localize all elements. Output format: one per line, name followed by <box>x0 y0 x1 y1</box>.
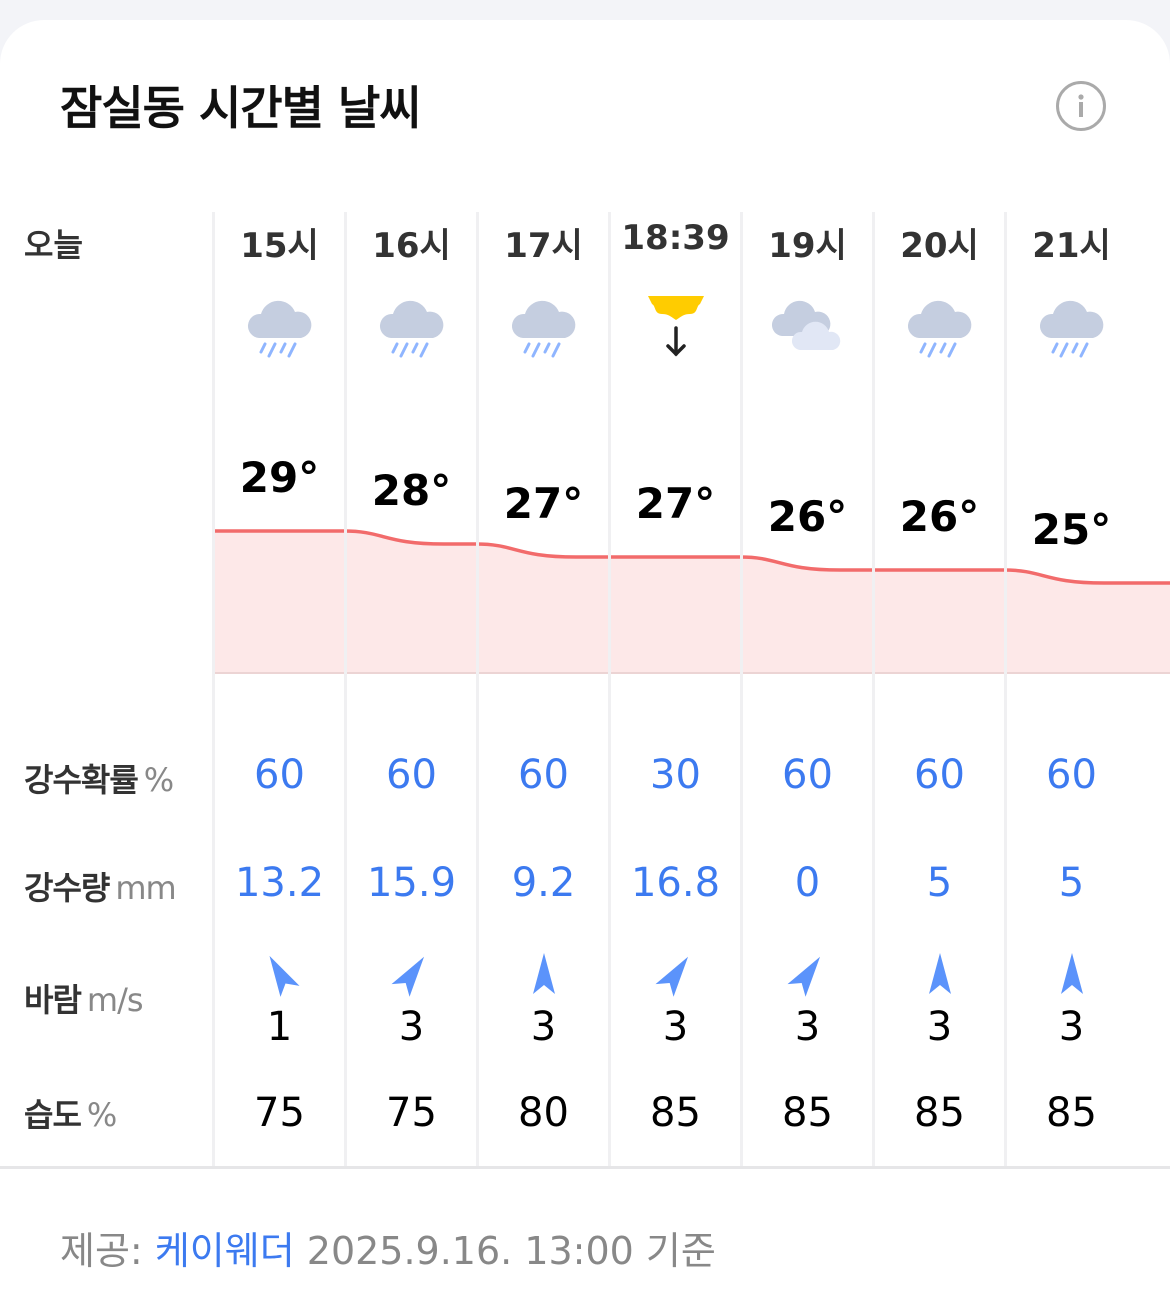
footer-source: 제공: 케이웨더 2025.9.16. 13:00 기준 <box>60 1229 716 1273</box>
hour-column[interactable]: 16시 28° 60 15.9 3 75 <box>344 212 476 1168</box>
temperature-line <box>212 529 1170 585</box>
humidity-value: 75 <box>386 1090 437 1136</box>
hour-label: 21시 <box>1032 226 1111 266</box>
hour-label: 15시 <box>240 226 319 266</box>
hour-column[interactable]: 20시 26° 60 5 3 85 <box>872 212 1004 1168</box>
temperature-label: 26° <box>767 492 848 541</box>
hour-column[interactable]: 17시 27° 60 9.2 3 80 <box>476 212 608 1168</box>
wind-direction-icon <box>743 950 872 998</box>
wind-speed-value: 3 <box>662 1004 689 1050</box>
precip-prob-value: 60 <box>782 752 833 798</box>
temperature-label: 26° <box>899 492 980 541</box>
wind-direction-icon <box>479 950 608 998</box>
rain-icon <box>1007 290 1136 370</box>
humidity-value: 85 <box>650 1090 701 1136</box>
temperature-chart <box>212 529 1170 674</box>
wind-direction-icon <box>611 950 740 998</box>
rain-icon <box>347 290 476 370</box>
precip-amount-value: 9.2 <box>511 860 576 906</box>
rain-icon <box>215 290 344 370</box>
precip-amount-label: 강수량 mm <box>24 869 177 907</box>
cloudy-icon <box>743 290 872 370</box>
hour-column[interactable]: 19시 26° 60 0 3 85 <box>740 212 872 1168</box>
wind-speed-value: 1 <box>266 1004 293 1050</box>
precip-amount-value: 5 <box>1058 860 1085 906</box>
wind-speed-value: 3 <box>530 1004 557 1050</box>
precip-prob-value: 30 <box>650 752 701 798</box>
temperature-label: 27° <box>503 479 584 528</box>
wind-direction-icon <box>347 950 476 998</box>
precip-prob-value: 60 <box>914 752 965 798</box>
temperature-area <box>212 531 1170 673</box>
wind-direction-icon <box>875 950 1004 998</box>
precip-prob-value: 60 <box>518 752 569 798</box>
wind-direction-icon <box>215 950 344 998</box>
hourly-weather-card: 잠실동 시간별 날씨 오늘 강수확률% 강수량 mm 바람 m/s 습도% 15시 … <box>0 20 1170 1312</box>
wind-speed-value: 3 <box>926 1004 953 1050</box>
provider-link[interactable]: 케이웨더 <box>154 1229 295 1273</box>
hour-label: 18:39 <box>621 218 730 258</box>
hour-label: 19시 <box>768 226 847 266</box>
hour-column[interactable]: 15시 29° 60 13.2 1 75 <box>212 212 344 1168</box>
hour-column[interactable]: 18:39 27° 30 16.8 3 85 <box>608 212 740 1168</box>
humidity-label: 습도% <box>24 1096 117 1134</box>
today-label: 오늘 <box>24 226 83 264</box>
info-icon[interactable] <box>1056 81 1106 131</box>
hour-label: 17시 <box>504 226 583 266</box>
rain-icon <box>875 290 1004 370</box>
temperature-label: 27° <box>635 479 716 528</box>
precip-amount-value: 15.9 <box>366 860 457 906</box>
temperature-label: 28° <box>371 466 452 515</box>
temperature-label: 29° <box>239 453 320 502</box>
precip-amount-value: 13.2 <box>234 860 325 906</box>
humidity-value: 75 <box>254 1090 305 1136</box>
precip-amount-value: 0 <box>794 860 821 906</box>
humidity-value: 85 <box>914 1090 965 1136</box>
divider <box>0 1166 1170 1169</box>
precip-prob-value: 60 <box>386 752 437 798</box>
precip-prob-value: 60 <box>1046 752 1097 798</box>
humidity-value: 80 <box>518 1090 569 1136</box>
rain-icon <box>479 290 608 370</box>
temperature-label: 25° <box>1031 505 1112 554</box>
hour-label: 16시 <box>372 226 451 266</box>
precip-prob-label: 강수확률% <box>24 761 174 799</box>
page-title: 잠실동 시간별 날씨 <box>60 81 422 135</box>
hour-column[interactable]: 21시 25° 60 5 3 85 <box>1004 212 1136 1168</box>
wind-speed-value: 3 <box>794 1004 821 1050</box>
hour-label: 20시 <box>900 226 979 266</box>
precip-prob-value: 60 <box>254 752 305 798</box>
sunset-icon <box>611 290 740 370</box>
wind-direction-icon <box>1007 950 1136 998</box>
wind-speed-value: 3 <box>398 1004 425 1050</box>
humidity-value: 85 <box>782 1090 833 1136</box>
wind-speed-value: 3 <box>1058 1004 1085 1050</box>
humidity-value: 85 <box>1046 1090 1097 1136</box>
precip-amount-value: 16.8 <box>630 860 721 906</box>
precip-amount-value: 5 <box>926 860 953 906</box>
wind-label: 바람 m/s <box>24 981 144 1019</box>
